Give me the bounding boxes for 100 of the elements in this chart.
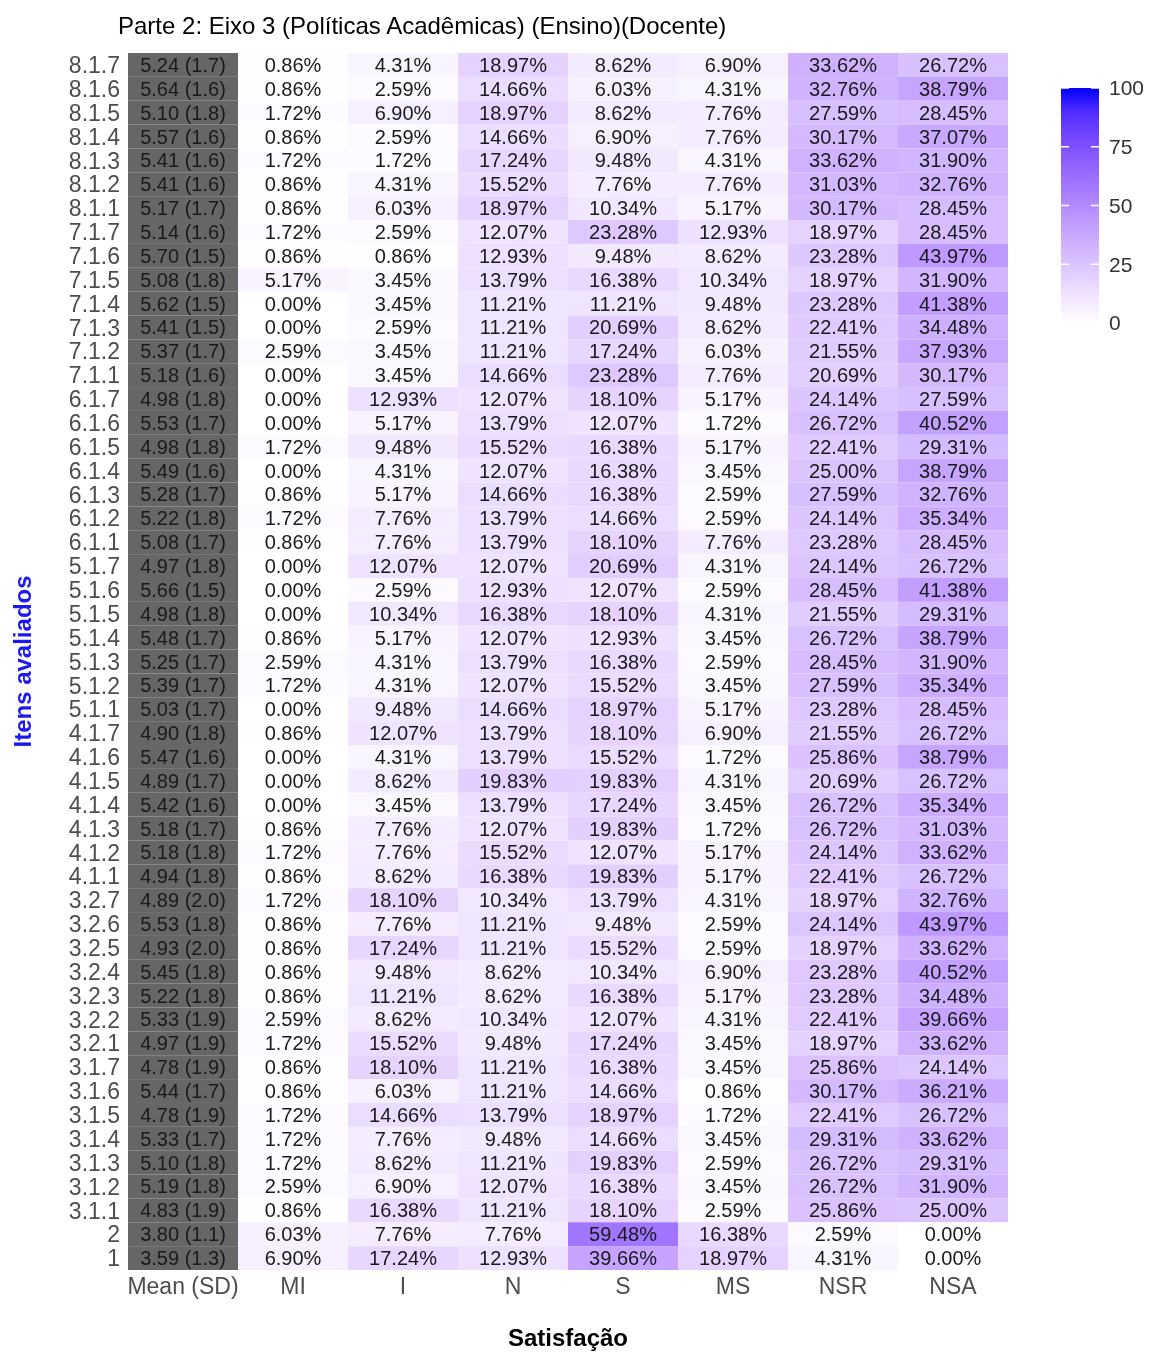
data-label: 4.31%	[704, 1008, 762, 1031]
data-label: 7.76%	[374, 912, 432, 935]
data-label: 34.48%	[919, 316, 988, 339]
data-label: 7.76%	[484, 1223, 542, 1246]
y-tick-label: 5.1.1	[68, 696, 120, 723]
data-label: 40.52%	[919, 960, 988, 983]
x-tick-label: MS	[715, 1273, 751, 1300]
y-axis-title: Itens avaliados	[8, 575, 36, 748]
data-label: 4.31%	[704, 149, 762, 172]
data-label: 4.31%	[704, 769, 762, 792]
text: 5.10 (1.8)	[140, 1151, 226, 1174]
data-label: 16.38%	[589, 650, 658, 673]
y-tick-label: 8.1.4	[68, 123, 121, 150]
data-label: 15.52%	[479, 173, 548, 196]
data-label: 37.07%	[919, 125, 988, 148]
data-label: 23.28%	[809, 531, 878, 554]
data-label: 26.72%	[809, 411, 878, 434]
data-label: 23.28%	[809, 698, 878, 721]
data-label: 38.79%	[919, 77, 988, 100]
text: 5.66 (1.5)	[140, 578, 226, 601]
y-tick-label: 6.1.1	[68, 529, 120, 556]
text: 5.53 (1.7)	[140, 411, 226, 434]
text: 4.98 (1.8)	[140, 388, 226, 411]
y-tick-label: 3.2.3	[68, 982, 120, 1009]
data-label: 16.38%	[699, 1223, 768, 1246]
data-label: 2.59%	[704, 650, 762, 673]
data-label: 12.07%	[479, 220, 548, 243]
data-label: 15.52%	[369, 1032, 438, 1055]
color-bar-label: 0	[1109, 311, 1121, 335]
data-label: 26.72%	[919, 722, 988, 745]
data-label: 16.38%	[589, 459, 658, 482]
y-tick-label: 3.2.1	[68, 1030, 120, 1057]
text: 5.18 (1.6)	[140, 364, 226, 387]
data-label: 22.41%	[809, 316, 878, 339]
data-label: 1.72%	[704, 1103, 762, 1126]
data-label: 17.24%	[589, 793, 658, 816]
data-label: 17.24%	[589, 1032, 658, 1055]
data-label: 2.59%	[704, 1151, 762, 1174]
data-label: 18.97%	[699, 1247, 768, 1270]
data-label: 6.90%	[704, 960, 762, 983]
data-label: 12.07%	[589, 1008, 658, 1031]
data-label: 8.62%	[484, 960, 542, 983]
data-label: 22.41%	[809, 1103, 878, 1126]
text: 5.37 (1.7)	[140, 340, 226, 363]
data-label: 29.31%	[919, 435, 988, 458]
data-label: 5.17%	[374, 483, 432, 506]
data-label: 5.17%	[704, 388, 762, 411]
data-label: 20.69%	[809, 364, 878, 387]
data-label: 3.45%	[374, 340, 432, 363]
data-label: 20.69%	[589, 555, 658, 578]
data-label: 1.72%	[704, 817, 762, 840]
y-tick-label: 2	[107, 1221, 120, 1248]
data-label: 18.10%	[589, 602, 658, 625]
data-label: 4.31%	[374, 459, 432, 482]
data-label: 11.21%	[589, 292, 657, 315]
data-label: 38.79%	[919, 745, 988, 768]
y-tick-label: 3.2.7	[68, 887, 120, 914]
data-label: 2.59%	[814, 1223, 872, 1246]
data-label: 6.90%	[704, 53, 762, 76]
data-label: 9.48%	[374, 960, 432, 983]
text: 5.18 (1.8)	[140, 841, 226, 864]
data-label: 13.79%	[479, 268, 548, 291]
data-label: 23.28%	[589, 220, 658, 243]
data-label: 9.48%	[594, 149, 652, 172]
data-label: 7.76%	[374, 1127, 432, 1150]
data-label: 30.17%	[809, 1080, 878, 1103]
data-label: 2.59%	[374, 578, 432, 601]
data-label: 4.31%	[704, 77, 762, 100]
data-label: 17.24%	[589, 340, 658, 363]
text: 5.62 (1.5)	[140, 292, 226, 315]
data-label: 26.72%	[919, 769, 988, 792]
data-label: 28.45%	[809, 650, 878, 673]
y-tick-label: 6.1.4	[68, 457, 121, 484]
data-label: 38.79%	[919, 626, 988, 649]
data-label: 9.48%	[704, 292, 762, 315]
text: 5.64 (1.6)	[140, 77, 226, 100]
data-label: 18.10%	[369, 1056, 438, 1079]
y-tick-label: 7.1.6	[68, 243, 120, 269]
data-label: 2.59%	[264, 650, 322, 673]
data-label: 12.93%	[479, 1247, 548, 1270]
data-label: 13.79%	[479, 722, 548, 745]
data-label: 10.34%	[589, 960, 658, 983]
data-label: 18.97%	[809, 936, 878, 959]
data-label: 27.59%	[809, 674, 878, 697]
data-label: 35.34%	[919, 793, 988, 816]
data-label: 20.69%	[809, 769, 878, 792]
data-label: 0.86%	[264, 531, 322, 554]
data-label: 2.59%	[704, 483, 762, 506]
data-label: 33.62%	[919, 1127, 988, 1150]
data-label: 26.72%	[809, 1175, 878, 1198]
data-label: 26.72%	[919, 555, 988, 578]
data-label: 5.17%	[704, 841, 762, 864]
data-label: 33.62%	[919, 936, 988, 959]
data-label: 24.14%	[809, 555, 878, 578]
y-tick-label: 3.1.2	[68, 1173, 120, 1200]
data-label: 21.55%	[809, 340, 878, 363]
text: 5.22 (1.8)	[140, 507, 226, 530]
y-tick-label: 8.1.3	[68, 147, 120, 174]
data-label: 23.28%	[809, 984, 878, 1007]
data-label: 8.62%	[704, 316, 762, 339]
